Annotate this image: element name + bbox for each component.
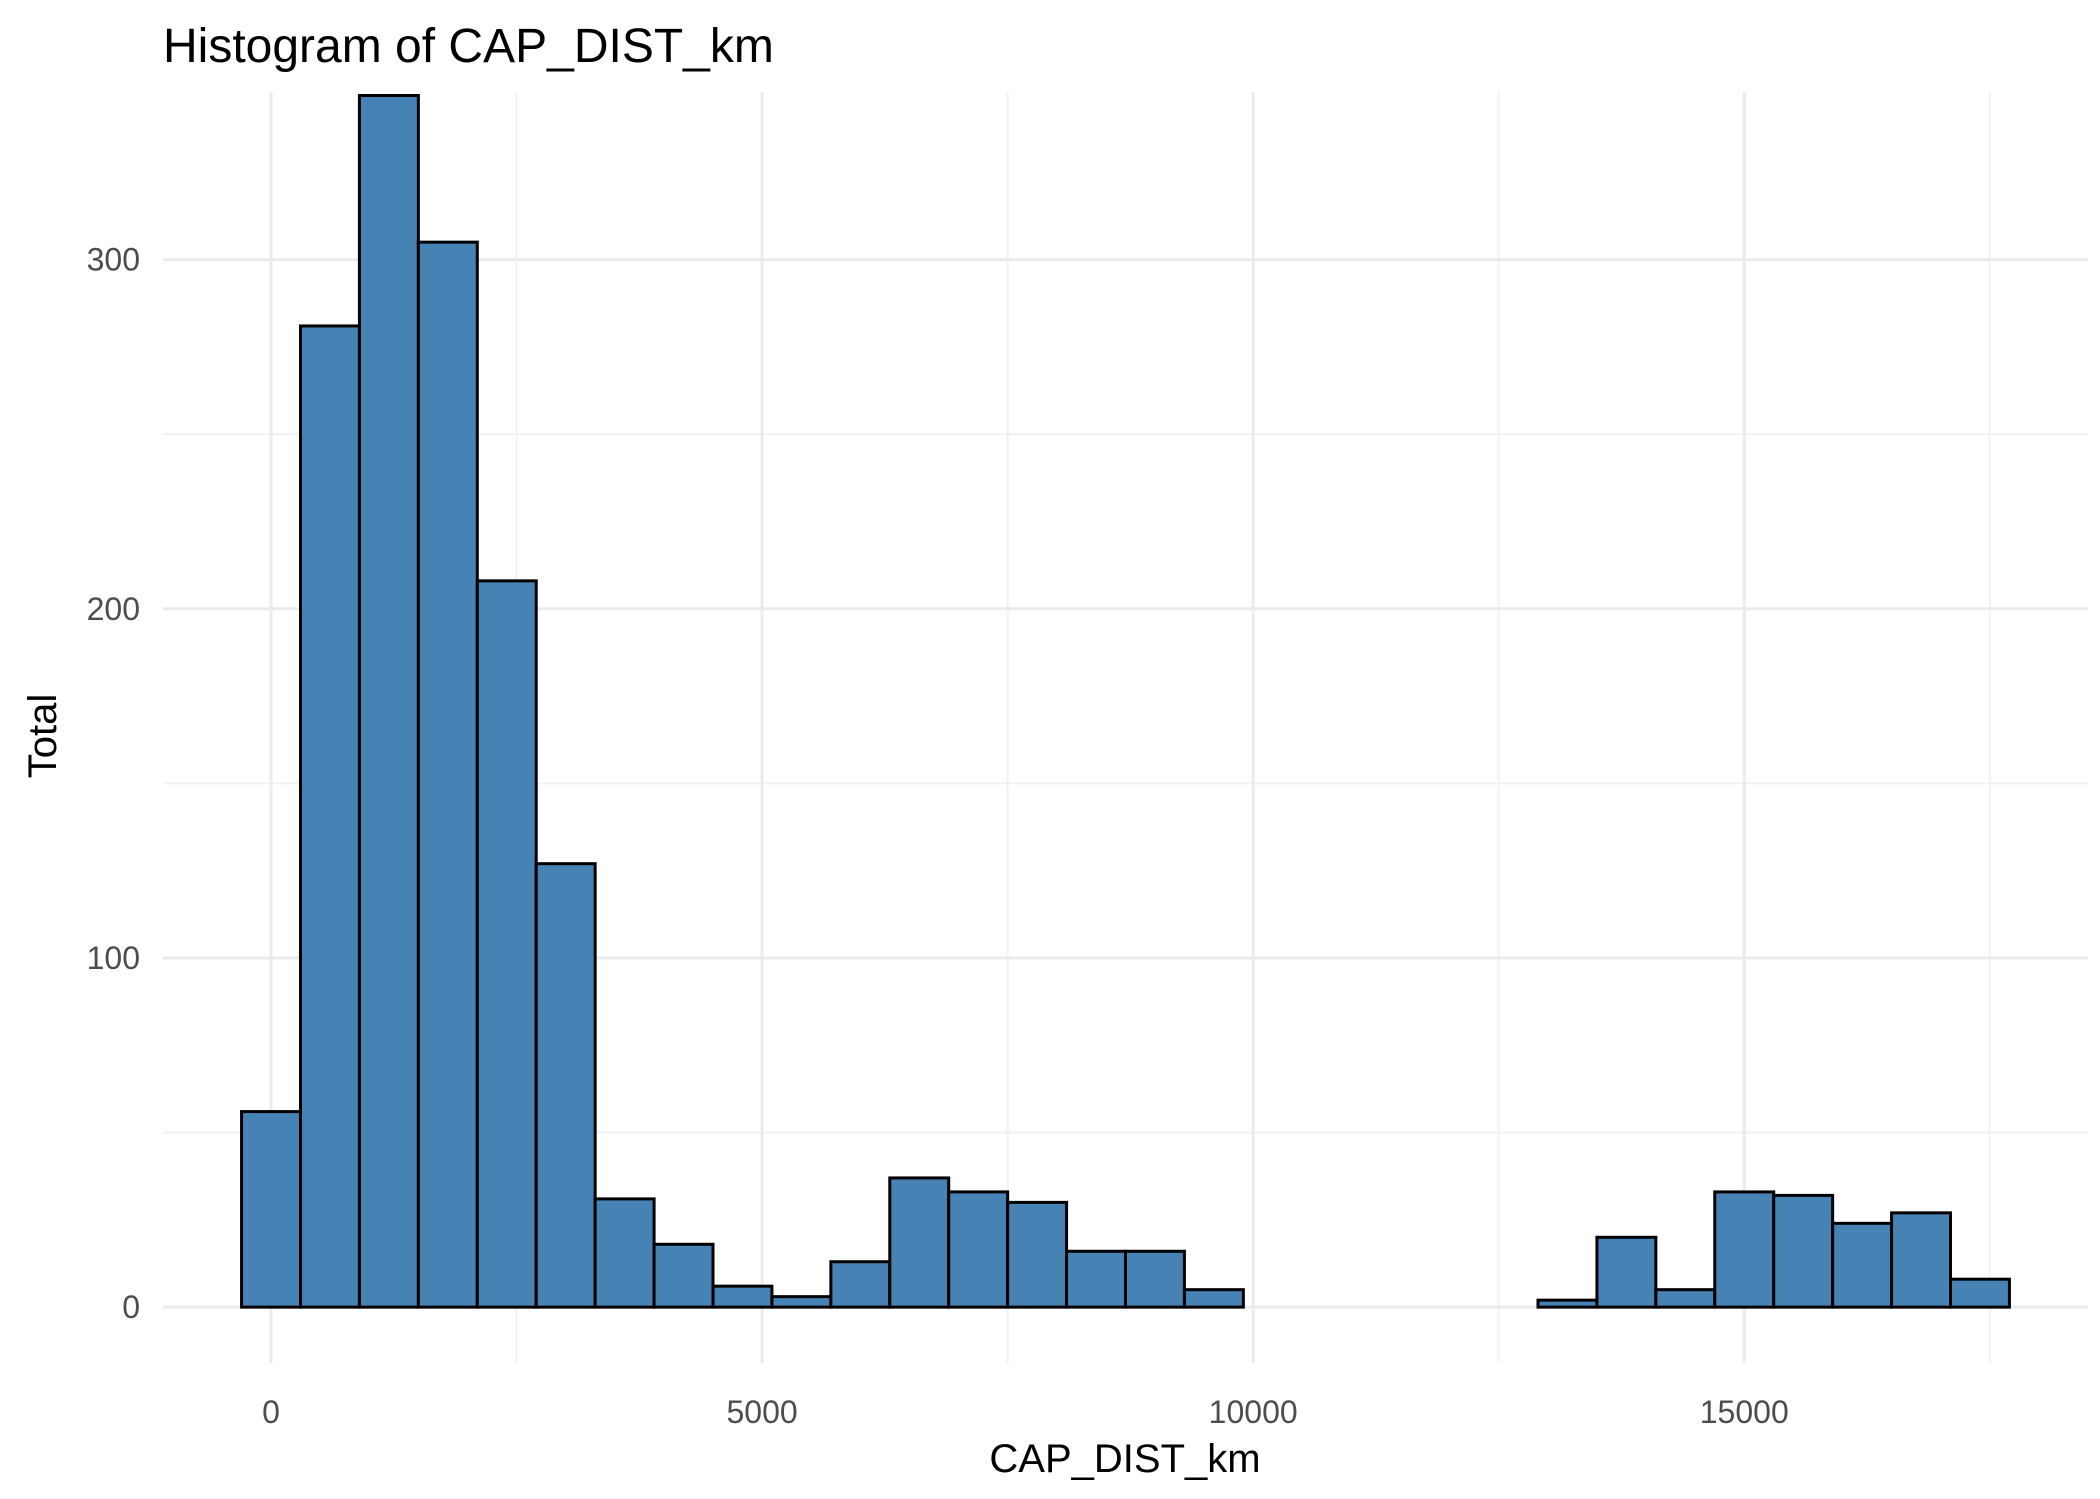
histogram-bar [888, 1176, 951, 1309]
y-tick-label: 200 [87, 591, 140, 627]
histogram-bar [711, 1284, 774, 1309]
histogram-bar [1831, 1221, 1894, 1309]
y-axis-tick-labels: 0 100 200 300 [87, 242, 140, 1326]
histogram-bar [770, 1295, 833, 1309]
histogram-bar [652, 1242, 715, 1309]
x-tick-label: 10000 [1209, 1394, 1298, 1430]
histogram-bar [1065, 1249, 1127, 1309]
histogram-bar [829, 1260, 892, 1309]
chart-title: Histogram of CAP_DIST_km [163, 20, 774, 73]
histogram-bar [534, 862, 597, 1309]
histogram-bar [1124, 1249, 1186, 1309]
y-tick-label: 300 [87, 242, 140, 278]
histogram-bar [299, 324, 361, 1309]
histogram-bar [947, 1190, 1010, 1309]
histogram-bar [240, 1110, 302, 1309]
histogram-bar [1890, 1211, 1952, 1309]
histogram-bar [593, 1197, 656, 1309]
y-tick-label: 0 [122, 1289, 140, 1325]
histogram-bar [1772, 1193, 1835, 1309]
histogram-bar [1713, 1190, 1776, 1309]
histogram-bar [1536, 1298, 1599, 1309]
histogram-bar [1654, 1288, 1717, 1309]
x-tick-label: 15000 [1700, 1394, 1789, 1430]
histogram-bar [1006, 1200, 1069, 1309]
x-axis-title: CAP_DIST_km [989, 1437, 1260, 1481]
histogram-bar [416, 240, 479, 1309]
y-axis-title: Total [21, 694, 65, 779]
histogram-bar [475, 579, 538, 1309]
histogram-bars [240, 93, 2011, 1309]
histogram-bar [1949, 1277, 2011, 1309]
histogram-bar [1595, 1235, 1658, 1309]
histogram-bar [1182, 1288, 1245, 1309]
x-axis-tick-labels: 0 5000 10000 15000 [262, 1394, 1789, 1430]
x-tick-label: 0 [262, 1394, 280, 1430]
y-tick-label: 100 [87, 940, 140, 976]
histogram-bar [357, 93, 420, 1309]
x-tick-label: 5000 [727, 1394, 798, 1430]
